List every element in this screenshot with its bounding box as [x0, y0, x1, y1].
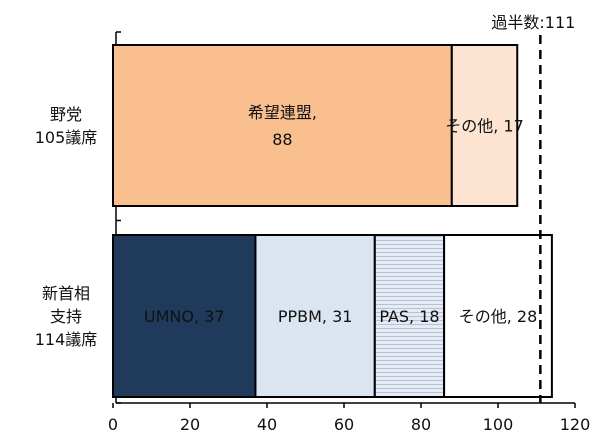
bars [112, 44, 553, 398]
category-label-opposition: 野党 105議席 [35, 105, 98, 147]
bar-segment-new_pm-0 [112, 234, 257, 398]
category-label-new_pm: 新首相支持 114議席 [35, 284, 98, 349]
segment-label: UMNO, 37 [144, 307, 225, 326]
x-tick-label: 100 [483, 415, 514, 434]
x-tick-label: 60 [334, 415, 354, 434]
x-tick-label: 0 [108, 415, 118, 434]
bar-segment-new_pm-1 [254, 234, 376, 398]
segment-label: PAS, 18 [379, 307, 439, 326]
x-tick-label: 40 [257, 415, 277, 434]
segment-label: その他, 28 [459, 307, 538, 326]
majority-label: 過半数:111 [491, 13, 575, 32]
bar-segment-new_pm-3 [443, 234, 553, 398]
axes: 0 20 40 60 80 100 120 [108, 31, 591, 434]
bar-segment-opposition-0 [112, 44, 453, 207]
segment-label: PPBM, 31 [278, 307, 353, 326]
segment-label: その他, 17 [445, 117, 524, 136]
segment-label: 希望連盟, 88 [248, 103, 317, 149]
x-tick-label: 20 [180, 415, 200, 434]
labels: 希望連盟, 88 その他, 17 野党 105議席 UMNO, 37 PPBM, 31 PAS… [35, 13, 575, 403]
x-tick-label: 120 [560, 415, 591, 434]
bar-segment-opposition-1 [450, 44, 519, 207]
x-tick-label: 80 [411, 415, 431, 434]
